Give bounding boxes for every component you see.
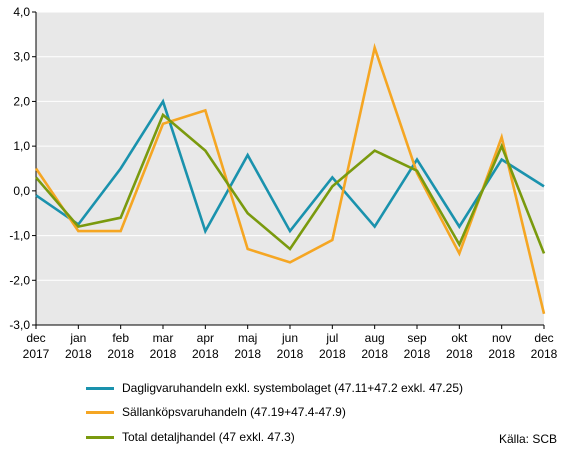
x-tick-label-month: dec <box>534 331 553 345</box>
x-tick-label-month: nov <box>492 331 511 345</box>
x-tick-label-year: 2018 <box>107 347 134 361</box>
y-tick-label: 1,0 <box>13 139 30 153</box>
series-lines <box>34 42 546 315</box>
legend-swatch <box>86 435 114 439</box>
legend-item-sallankopsvaruhandeln: Sällanköpsvaruhandeln (47.19+47.4-47.9) <box>86 402 346 422</box>
x-tick-label-year: 2018 <box>277 347 304 361</box>
x-tick-label-year: 2018 <box>192 347 219 361</box>
x-tick-label-year: 2018 <box>319 347 346 361</box>
x-tick-label-month: dec <box>26 331 45 345</box>
source-label: Källa: SCB <box>498 432 557 446</box>
legend-swatch <box>86 410 114 414</box>
series-line-total-detaljhandel <box>35 112 546 254</box>
legend-item-dagligvaruhandeln: Dagligvaruhandeln exkl. systembolaget (4… <box>86 378 463 398</box>
legend-label: Total detaljhandel (47 exkl. 47.3) <box>122 430 295 444</box>
x-tick-label-year: 2017 <box>23 347 50 361</box>
x-tick-label-month: aug <box>365 331 385 345</box>
series-line-dagligvaruhandeln <box>35 98 545 235</box>
x-tick-label-year: 2018 <box>531 347 558 361</box>
x-tick-label-year: 2018 <box>446 347 473 361</box>
x-tick-label-month: feb <box>112 331 129 345</box>
plot-area <box>36 12 544 325</box>
y-tick-label: -1,0 <box>9 229 30 243</box>
x-tick-label-month: jun <box>281 331 298 345</box>
x-tick-label-year: 2018 <box>488 347 515 361</box>
x-tick-label-month: apr <box>197 331 214 345</box>
legend-label: Dagligvaruhandeln exkl. systembolaget (4… <box>122 381 463 395</box>
legend-swatch <box>86 386 114 390</box>
y-tick-label: 2,0 <box>13 94 30 108</box>
x-tick-label-year: 2018 <box>234 347 261 361</box>
x-tick-label-month: okt <box>451 331 468 345</box>
series-line-sallankopsvaruhandeln <box>34 42 546 315</box>
legend: Dagligvaruhandeln exkl. systembolaget (4… <box>86 378 556 450</box>
x-axis-ticks: dec 2017 jan 2018 feb 2018 mar 2018 apr 2018 maj 20… <box>23 325 558 361</box>
y-tick-label: 0,0 <box>13 184 30 198</box>
gridlines <box>36 11 544 281</box>
x-tick-label-year: 2018 <box>404 347 431 361</box>
y-tick-label: 3,0 <box>13 50 30 64</box>
legend-label: Sällanköpsvaruhandeln (47.19+47.4-47.9) <box>122 405 346 419</box>
legend-item-total-detaljhandel: Total detaljhandel (47 exkl. 47.3) <box>86 427 295 447</box>
x-tick-label-month: jan <box>69 331 86 345</box>
x-tick-label-month: jul <box>325 331 338 345</box>
x-tick-label-year: 2018 <box>65 347 92 361</box>
x-tick-label-month: maj <box>238 331 257 345</box>
x-tick-label-month: sep <box>407 331 427 345</box>
line-chart: 4,0 3,0 2,0 1,0 0,0 -1,0 -2,0 -3,0 dec 2017 jan 20… <box>9 5 558 361</box>
x-tick-label-year: 2018 <box>361 347 388 361</box>
y-tick-label: -3,0 <box>9 318 30 332</box>
y-tick-label: 4,0 <box>13 5 30 19</box>
x-tick-label-year: 2018 <box>150 347 177 361</box>
y-axis-ticks: 4,0 3,0 2,0 1,0 0,0 -1,0 -2,0 -3,0 <box>9 5 36 332</box>
x-tick-label-month: mar <box>153 331 174 345</box>
y-tick-label: -2,0 <box>9 273 30 287</box>
